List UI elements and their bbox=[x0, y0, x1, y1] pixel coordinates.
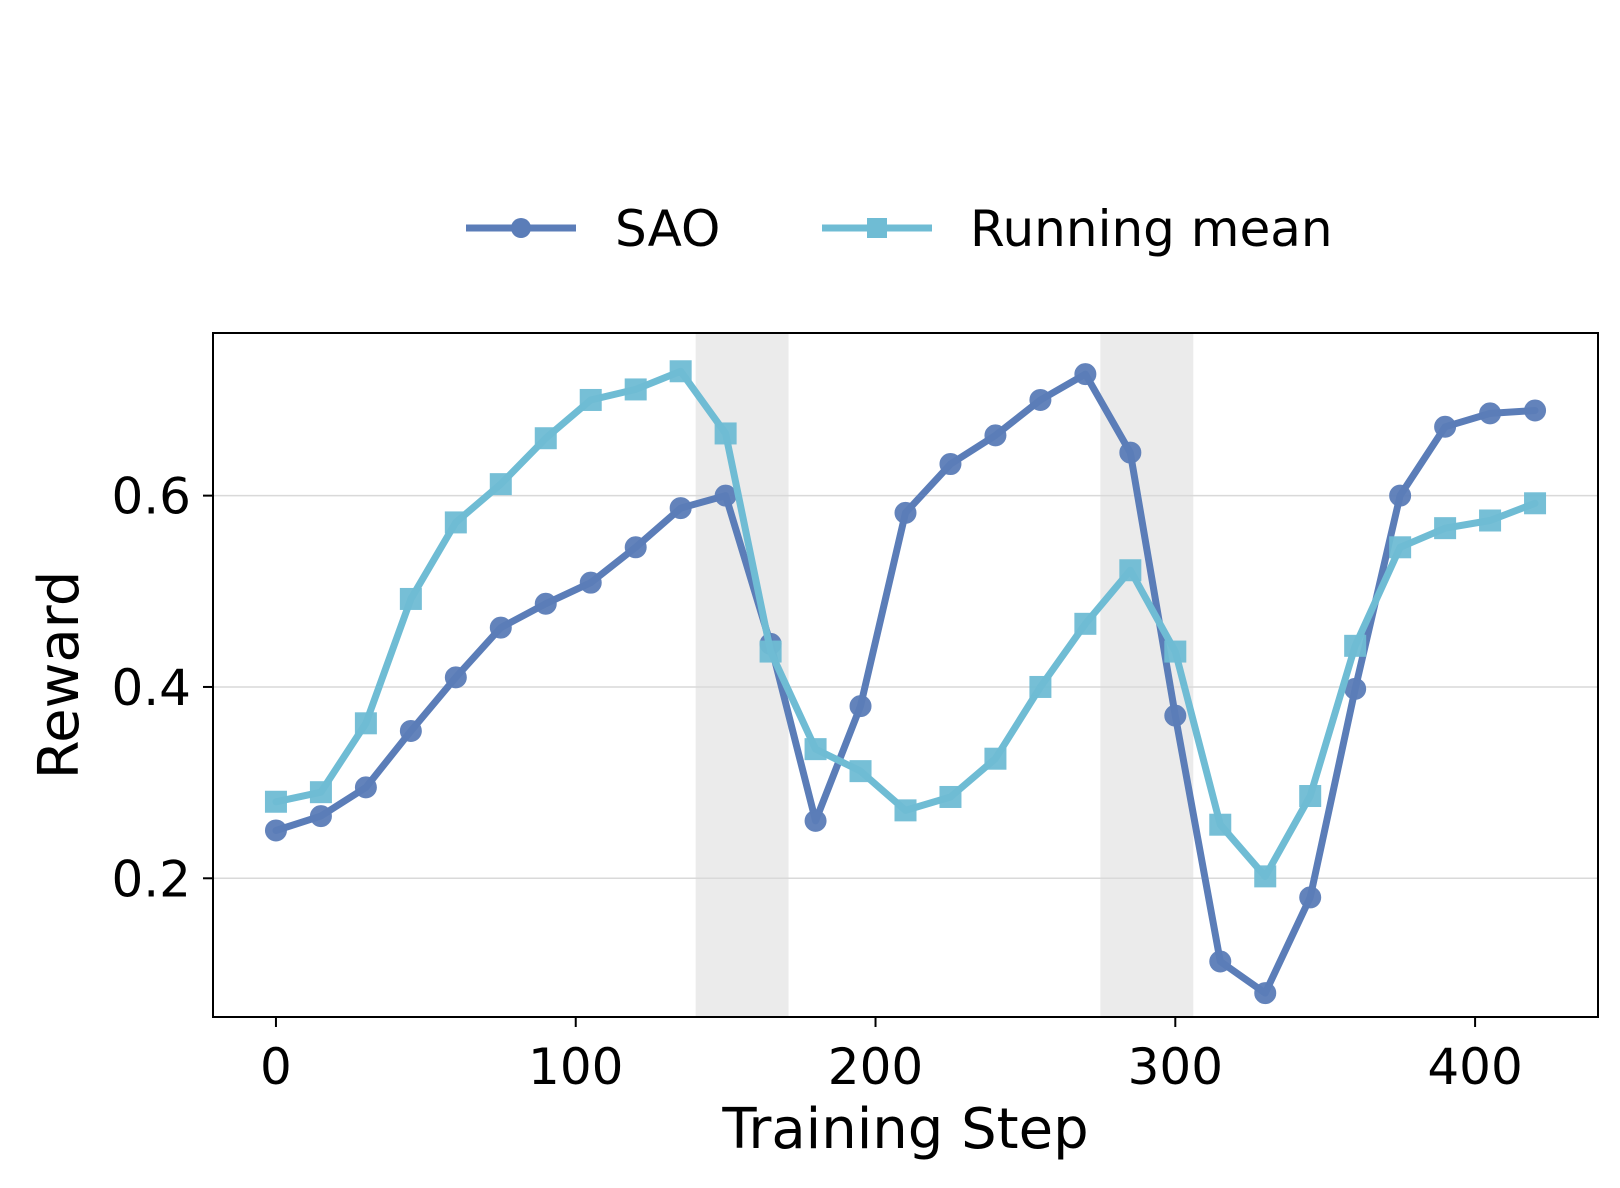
x-axis-title: Training Step bbox=[721, 1097, 1088, 1162]
data-point bbox=[1524, 492, 1547, 515]
x-tick-label: 300 bbox=[1128, 1038, 1223, 1096]
data-point bbox=[1164, 640, 1187, 663]
data-point bbox=[624, 378, 647, 401]
data-point bbox=[894, 501, 917, 524]
data-point bbox=[759, 640, 782, 663]
data-point bbox=[849, 695, 872, 718]
data-point bbox=[264, 819, 287, 842]
data-point bbox=[1389, 484, 1412, 507]
data-point bbox=[264, 790, 287, 813]
data-point bbox=[354, 712, 377, 735]
data-point bbox=[1119, 559, 1142, 582]
data-point bbox=[1344, 634, 1367, 657]
legend-marker bbox=[511, 218, 531, 238]
legend-label: SAO bbox=[615, 200, 720, 258]
data-point bbox=[804, 738, 827, 761]
data-point bbox=[399, 719, 422, 742]
legend-item-0: SAO bbox=[466, 200, 720, 258]
data-point bbox=[309, 781, 332, 804]
data-point bbox=[1254, 865, 1277, 888]
series-1 bbox=[264, 360, 1547, 888]
data-point bbox=[1209, 950, 1232, 973]
data-series bbox=[264, 360, 1547, 1005]
data-point bbox=[444, 666, 467, 689]
y-tick-label: 0.6 bbox=[111, 468, 191, 526]
legend-label: Running mean bbox=[970, 200, 1333, 258]
data-point bbox=[489, 473, 512, 496]
data-point bbox=[1074, 363, 1097, 386]
y-tick-label: 0.4 bbox=[111, 659, 191, 717]
data-point bbox=[714, 422, 737, 445]
x-tick-label: 400 bbox=[1427, 1038, 1522, 1096]
data-point bbox=[894, 799, 917, 822]
data-point bbox=[624, 536, 647, 559]
data-point bbox=[1434, 415, 1457, 438]
data-point bbox=[984, 747, 1007, 770]
x-tick-label: 0 bbox=[260, 1038, 292, 1096]
y-tick-label: 0.2 bbox=[111, 850, 191, 908]
data-point bbox=[1479, 509, 1502, 532]
plot-frame bbox=[212, 332, 1599, 1018]
data-point bbox=[399, 587, 422, 610]
data-point bbox=[1479, 402, 1502, 425]
data-point bbox=[1029, 388, 1052, 411]
data-point bbox=[939, 785, 962, 808]
data-point bbox=[939, 453, 962, 476]
series-0 bbox=[264, 363, 1547, 1005]
data-point bbox=[1254, 982, 1277, 1005]
y-axis-title: Reward bbox=[27, 571, 92, 780]
data-point bbox=[534, 427, 557, 450]
data-point bbox=[579, 388, 602, 411]
data-point bbox=[669, 360, 692, 383]
data-point bbox=[984, 424, 1007, 447]
data-point bbox=[309, 805, 332, 828]
legend: SAO Running mean bbox=[466, 200, 1333, 258]
data-point bbox=[804, 809, 827, 832]
data-point bbox=[354, 776, 377, 799]
data-point bbox=[1209, 813, 1232, 836]
legend-item-1: Running mean bbox=[822, 200, 1333, 258]
x-tick-label: 200 bbox=[828, 1038, 923, 1096]
data-point bbox=[534, 592, 557, 615]
data-point bbox=[1029, 675, 1052, 698]
data-point bbox=[669, 497, 692, 520]
data-point bbox=[1299, 886, 1322, 909]
data-point bbox=[714, 484, 737, 507]
data-point bbox=[1524, 399, 1547, 422]
shaded-region-1 bbox=[695, 333, 789, 1017]
data-point bbox=[849, 760, 872, 783]
data-point bbox=[1119, 441, 1142, 464]
data-point bbox=[1434, 517, 1457, 540]
data-point bbox=[489, 616, 512, 639]
x-tick-label: 100 bbox=[528, 1038, 623, 1096]
data-point bbox=[444, 511, 467, 534]
data-point bbox=[1074, 612, 1097, 635]
data-point bbox=[1389, 536, 1412, 559]
data-point bbox=[1164, 704, 1187, 727]
legend-marker bbox=[867, 218, 887, 238]
data-point bbox=[1299, 785, 1322, 808]
data-point bbox=[579, 571, 602, 594]
data-point bbox=[1344, 677, 1367, 700]
axis-ticks: 0 100 200 300 400 0.2 0.4 0.6 bbox=[111, 468, 1522, 1096]
